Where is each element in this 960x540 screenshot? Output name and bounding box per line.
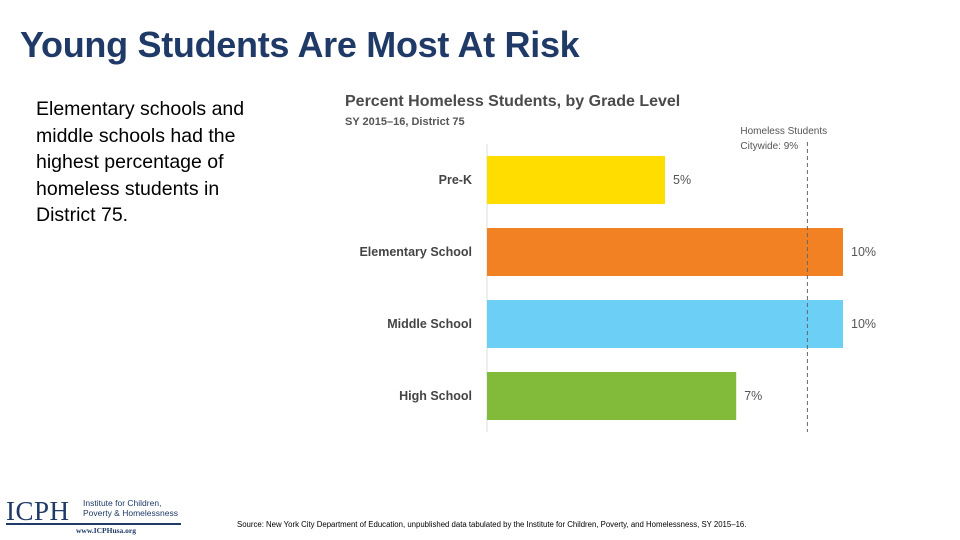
logo-divider [6, 523, 181, 525]
value-label: 7% [744, 389, 762, 403]
reference-label: Homeless Students [740, 126, 827, 137]
page-title: Young Students Are Most At Risk [20, 24, 580, 65]
logo-subtitle-line2: Poverty & Homelessness [83, 507, 178, 518]
logo-wordmark: ICPH [6, 496, 70, 526]
chart-title: Percent Homeless Students, by Grade Leve… [345, 93, 680, 110]
logo-subtitle-line1: Institute for Children, [83, 498, 162, 508]
bar-high-school [487, 372, 737, 420]
logo-subtitle: Institute for Children, Poverty & Homele… [83, 498, 183, 518]
reference-value-label: Citywide: 9% [740, 141, 798, 152]
source-note: Source: New York City Department of Educ… [237, 520, 747, 529]
value-label: 10% [851, 245, 876, 259]
bar-chart: Percent Homeless Students, by Grade Leve… [345, 93, 876, 432]
value-label: 5% [673, 173, 691, 187]
icph-logo: ICPH Institute for Children, Poverty & H… [6, 496, 181, 536]
body-text: Elementary schools and middle schools ha… [36, 98, 245, 226]
value-label: 10% [851, 317, 876, 331]
logo-url: www.ICPHusa.org [76, 526, 137, 535]
chart-subtitle: SY 2015–16, District 75 [345, 116, 465, 128]
bar-pre-k [487, 156, 665, 204]
category-label: Pre-K [439, 173, 472, 187]
category-label: High School [399, 389, 472, 403]
bar-middle-school [487, 300, 843, 348]
category-label: Middle School [387, 317, 472, 331]
category-label: Elementary School [359, 245, 472, 259]
bar-elementary-school [487, 228, 843, 276]
